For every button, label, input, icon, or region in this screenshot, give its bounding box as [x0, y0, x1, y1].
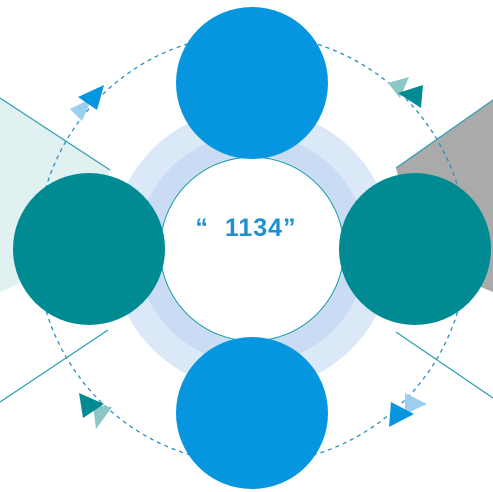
node-bottom	[176, 337, 328, 489]
node-top	[176, 7, 328, 159]
arrow-top-left-icon	[70, 85, 104, 121]
right-panel-upper-edge	[395, 99, 493, 169]
arrow-bottom-right-icon	[389, 393, 427, 427]
arrow-bottom-left-icon	[79, 393, 112, 429]
left-panel-upper-edge	[0, 97, 111, 171]
left-panel-lower-edge	[0, 329, 109, 403]
node-right	[339, 173, 491, 325]
right-panel-lower-edge	[395, 331, 493, 399]
node-left	[13, 173, 165, 325]
arrow-top-right-icon	[388, 77, 423, 108]
center-label: “ 1134”	[195, 214, 297, 242]
